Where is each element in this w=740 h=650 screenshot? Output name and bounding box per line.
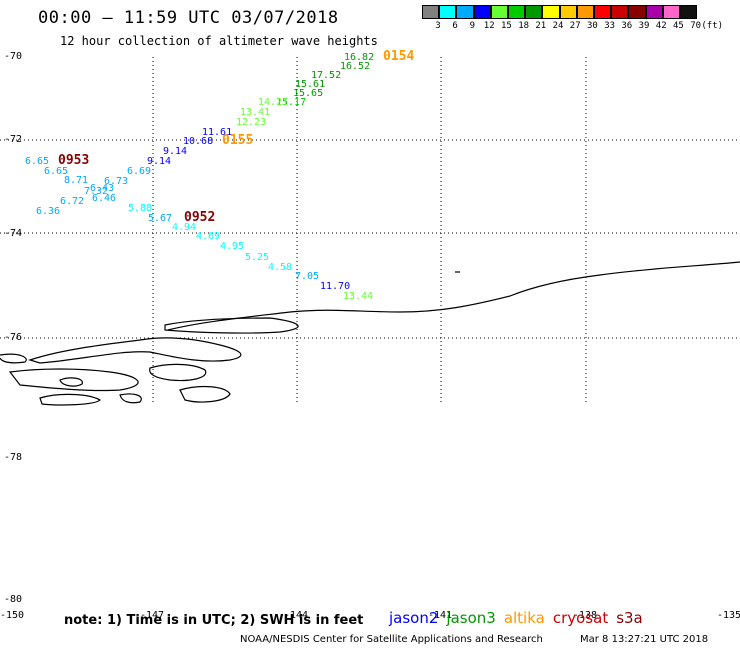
legend-swatch (490, 5, 508, 19)
pass-time-label: 0154 (383, 49, 415, 64)
legend-swatch (576, 5, 594, 19)
swh-reading: 11.70 (320, 281, 351, 292)
swh-reading: 15.17 (276, 97, 307, 108)
swh-reading: 16.82 (344, 52, 375, 63)
satellite-name: altika (503, 609, 545, 627)
legend-swatch (559, 5, 577, 19)
pass-time-label: 0953 (58, 153, 90, 168)
swh-reading: 11.61 (202, 127, 233, 138)
lon-label: -135 (717, 610, 740, 621)
legend-label: (ft) (701, 21, 724, 31)
pass-time-label: 0952 (184, 210, 216, 225)
lat-label: -78 (4, 452, 23, 463)
lat-label: -76 (4, 332, 23, 343)
legend-swatch (439, 5, 457, 19)
satellite-name: s3a (616, 609, 643, 627)
satellite-name: jason2 (389, 609, 439, 627)
legend-label: 24 (552, 21, 564, 31)
swh-reading: 5.25 (245, 252, 270, 263)
legend-swatch (594, 5, 612, 19)
footer-credit: NOAA/NESDIS Center for Satellite Applica… (240, 634, 543, 645)
swh-reading: 6.72 (60, 196, 85, 207)
lon-label: -138 (573, 610, 598, 621)
swh-reading: 4.69 (196, 231, 221, 242)
legend-swatch (525, 5, 543, 19)
legend-swatch (542, 5, 560, 19)
legend-label: 42 (655, 21, 667, 31)
swh-reading: 17.52 (311, 70, 342, 81)
swh-reading: 15.65 (293, 88, 324, 99)
legend-label: 70 (690, 21, 702, 31)
swh-reading: 13.44 (343, 291, 374, 302)
swh-reading: 9.14 (147, 156, 172, 167)
swh-reading: 15.61 (295, 79, 326, 90)
coastline (0, 261, 740, 406)
swh-reading: 5.67 (148, 213, 173, 224)
legend-swatch (473, 5, 491, 19)
map-subtitle: 12 hour collection of altimeter wave hei… (60, 34, 378, 48)
lat-label: -74 (4, 228, 23, 239)
legend-label: 12 (483, 21, 495, 31)
swh-reading: 6.65 (25, 156, 50, 167)
legend-label: 30 (587, 21, 598, 31)
swh-reading: 9.14 (163, 146, 188, 157)
swh-reading: 6.36 (36, 206, 61, 217)
swh-reading: 13.41 (240, 107, 271, 118)
swh-reading: 6.43 (90, 183, 115, 194)
legend-swatch (680, 5, 698, 19)
swh-reading: 4.95 (220, 241, 245, 252)
legend-swatch (628, 5, 646, 19)
swh-reading: 6.65 (44, 166, 69, 177)
legend-label: 36 (621, 21, 633, 31)
lon-label: -150 (0, 610, 25, 621)
lat-label: -72 (4, 134, 23, 145)
lat-label: -70 (4, 51, 23, 62)
legend-swatch (508, 5, 526, 19)
satellite-name: jason3 (446, 609, 496, 627)
satellite-name: cryosat (552, 609, 609, 627)
color-legend: 3 6 9 12 15 18 21 24 27 30 33 36 39 42 45 70 (ft) (0, 0, 740, 40)
lon-label: -141 (428, 610, 453, 621)
swh-reading: 6.46 (92, 193, 117, 204)
lon-label: -144 (284, 610, 309, 621)
legend-swatch (422, 5, 440, 19)
legend-label: 3 (435, 21, 441, 31)
footer-note: note: 1) Time is in UTC; 2) SWH is in fe… (64, 613, 364, 628)
swh-reading: 8.71 (64, 175, 89, 186)
swh-reading: 6.73 (104, 176, 129, 187)
legend-label: 18 (518, 21, 530, 31)
lon-label: -147 (140, 610, 165, 621)
legend-label: 21 (535, 21, 547, 31)
legend-swatch (611, 5, 629, 19)
swh-reading: 6.69 (127, 166, 152, 177)
swh-reading: 4.58 (268, 262, 293, 273)
swh-reading: 7.05 (295, 271, 320, 282)
swh-reading: 16.52 (340, 61, 371, 72)
legend-label: 45 (673, 21, 684, 31)
legend-swatch (645, 5, 663, 19)
legend-label: 33 (604, 21, 616, 31)
map-title: 00:00 – 11:59 UTC 03/07/2018 (38, 8, 339, 28)
swh-reading: 4.94 (172, 222, 197, 233)
legend-label: 15 (501, 21, 512, 31)
map-grid (0, 57, 740, 405)
legend-label: 27 (569, 21, 581, 31)
swh-reading: 12.23 (236, 117, 267, 128)
legend-label: 6 (452, 21, 458, 31)
swh-reading: 5.88 (128, 203, 153, 214)
swh-reading: 10.68 (183, 136, 214, 147)
legend-swatch (662, 5, 680, 19)
swh-reading: 7.32 (84, 186, 109, 197)
legend-label: 39 (638, 21, 650, 31)
pass-time-label: 0155 (222, 133, 254, 148)
legend-swatch (456, 5, 474, 19)
satellite-legend: jason2 jason3 altika cryosat s3a (389, 608, 651, 627)
legend-label: 9 (469, 21, 476, 31)
footer-timestamp: Mar 8 13:27:21 UTC 2018 (580, 634, 709, 645)
lat-label: -80 (4, 594, 23, 605)
swh-reading: 14.21 (258, 97, 289, 108)
